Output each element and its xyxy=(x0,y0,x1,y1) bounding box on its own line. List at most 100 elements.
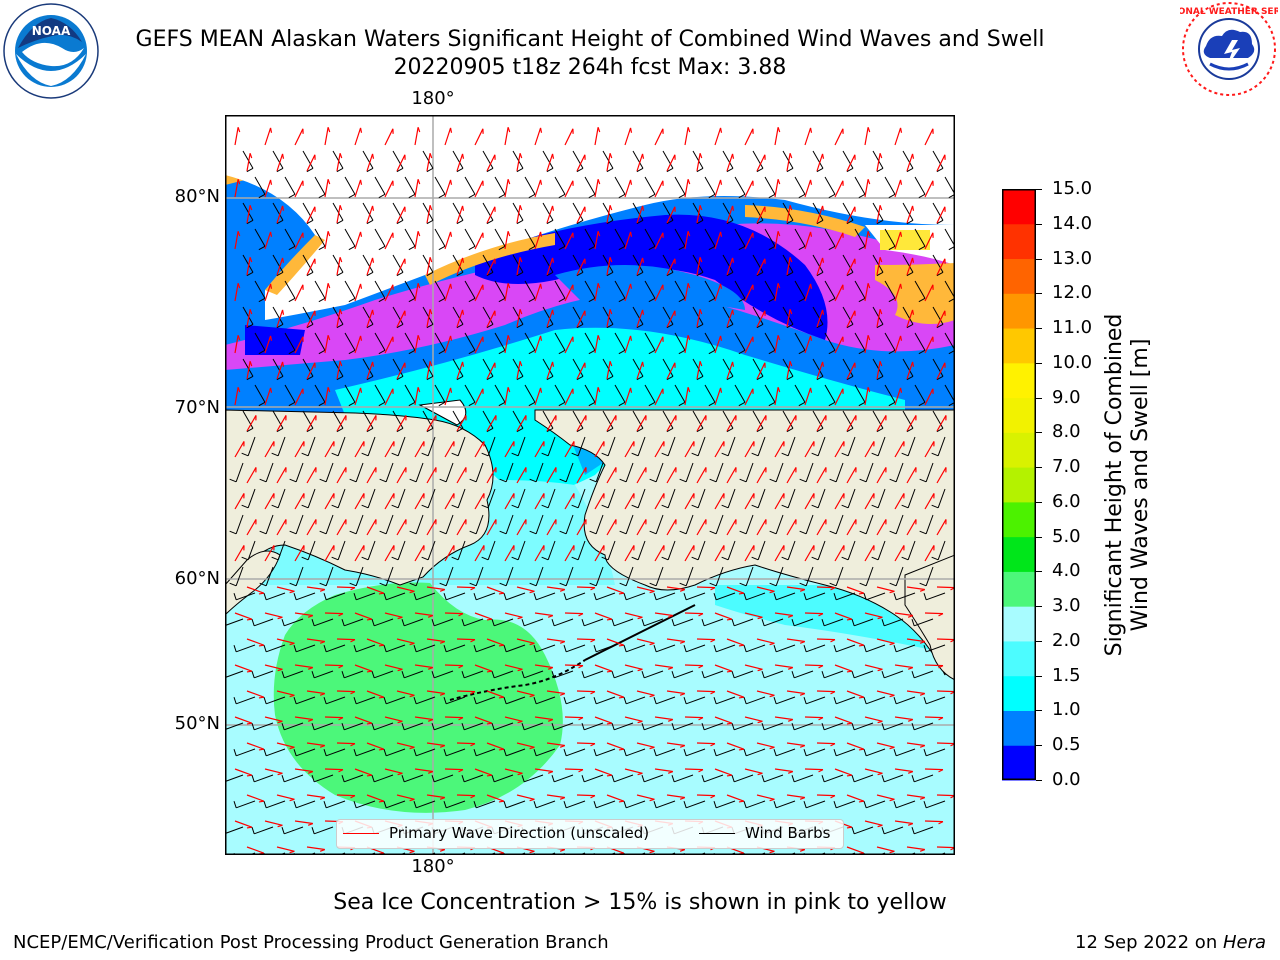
land-siberia-alaska xyxy=(225,409,494,586)
wind-barb xyxy=(236,748,256,757)
wind-barb-flag xyxy=(516,323,524,329)
wind-barb xyxy=(554,332,566,351)
wave-direction-arrow-head xyxy=(821,257,825,263)
wave-direction-arrow xyxy=(894,179,902,198)
wind-barb-flag xyxy=(799,530,807,535)
wind-barb xyxy=(404,228,416,247)
wave-direction-arrow-head xyxy=(449,387,453,393)
wind-barb xyxy=(686,644,706,653)
wind-barb-flag xyxy=(918,297,926,303)
wave-direction-arrow xyxy=(354,127,362,146)
wave-direction-arrow xyxy=(666,586,685,591)
wind-barb-flag xyxy=(498,245,506,251)
wind-barb xyxy=(644,618,664,627)
wind-barb xyxy=(337,488,346,508)
wind-barb xyxy=(674,332,686,351)
wave-direction-arrow xyxy=(696,742,716,745)
wave-direction-arrow-head xyxy=(507,387,511,393)
wave-direction-arrow xyxy=(756,690,775,696)
wave-direction-arrow xyxy=(384,232,394,250)
wind-barb-flag xyxy=(421,556,429,561)
wave-direction-arrow-head xyxy=(777,231,781,237)
wave-direction-arrow xyxy=(234,768,253,776)
wind-barb xyxy=(284,618,304,627)
alaska-peninsula xyxy=(584,604,696,661)
wave-direction-arrow xyxy=(426,257,431,276)
wave-direction-arrow-head xyxy=(911,205,915,211)
wind-barb xyxy=(284,176,296,195)
wave-direction-arrow-head xyxy=(327,387,331,393)
wind-barb-flag xyxy=(881,827,885,834)
wave-direction-arrow xyxy=(306,794,325,799)
wave-direction-arrow xyxy=(246,467,257,484)
wind-barb xyxy=(434,228,446,247)
wave-direction-arrow-head xyxy=(649,798,655,802)
wind-barb-flag xyxy=(606,375,614,381)
wind-barb-flag xyxy=(443,801,447,808)
wind-barb xyxy=(734,332,746,351)
wave-direction-arrow xyxy=(594,612,613,620)
wind-barb xyxy=(686,696,706,705)
wind-barb-flag xyxy=(618,245,626,251)
wave-direction-arrow xyxy=(636,309,644,328)
wind-barb xyxy=(902,410,914,429)
wave-direction-arrow xyxy=(606,742,625,750)
wave-direction-arrow xyxy=(714,664,733,672)
wave-direction-arrow xyxy=(516,415,527,432)
wave-direction-arrow-head xyxy=(867,231,871,237)
wind-barb xyxy=(824,176,836,195)
wind-barb-flag xyxy=(276,271,284,277)
wind-barb xyxy=(644,774,664,783)
wave-direction-arrow xyxy=(546,415,557,432)
wind-barb xyxy=(494,670,514,679)
wind-barb-flag xyxy=(768,297,776,303)
wave-direction-arrow-head xyxy=(769,694,775,698)
wave-direction-arrow-head xyxy=(461,309,465,315)
wind-barb xyxy=(397,488,406,508)
wind-barb-flag xyxy=(791,723,795,730)
wind-barb xyxy=(836,696,856,705)
wind-barb xyxy=(847,540,856,560)
wind-barb-flag xyxy=(846,271,854,277)
wind-barb xyxy=(925,566,934,586)
aleutian-islands xyxy=(449,659,586,701)
wave-direction-arrow xyxy=(606,415,617,432)
wind-barb-flag xyxy=(439,582,447,587)
wind-barb xyxy=(896,644,916,653)
wave-direction-arrow xyxy=(924,664,944,667)
wave-direction-arrow-head xyxy=(787,718,794,722)
wave-direction-arrow xyxy=(906,846,925,851)
wave-direction-arrow xyxy=(444,493,455,510)
wind-barb xyxy=(704,228,716,247)
wave-direction-arrow-head xyxy=(597,127,601,133)
wind-barb-flag xyxy=(401,671,405,678)
wave-direction-arrow-head xyxy=(687,335,691,341)
wind-barb xyxy=(422,254,434,273)
wave-direction-arrow xyxy=(786,519,797,536)
wave-direction-arrow xyxy=(594,283,599,302)
wind-barb xyxy=(787,540,796,560)
wave-direction-arrow-head xyxy=(649,850,655,854)
wave-direction-arrow xyxy=(696,794,716,797)
wind-barb xyxy=(926,800,946,809)
wave-direction-arrow xyxy=(696,638,716,641)
wind-barb-flag xyxy=(571,556,579,561)
wave-direction-arrow xyxy=(246,638,265,646)
wind-barb-flag xyxy=(241,452,249,457)
map-title: GEFS MEAN Alaskan Waters Significant Hei… xyxy=(135,27,1045,52)
wind-barb xyxy=(302,202,314,221)
wind-barb-flag xyxy=(701,619,705,626)
wind-barb-flag xyxy=(821,619,825,626)
wave-direction-arrow xyxy=(504,231,509,250)
wind-barb xyxy=(854,670,874,679)
wave-direction-arrow-head xyxy=(249,257,253,263)
wind-barb-flag xyxy=(641,775,645,782)
wind-barb xyxy=(535,514,544,534)
wave-direction-arrow xyxy=(354,231,362,250)
wind-barb xyxy=(884,228,896,247)
wave-direction-arrow xyxy=(534,231,542,250)
wave-direction-arrow xyxy=(636,638,655,644)
wave-direction-arrow xyxy=(486,742,505,750)
wind-barb-flag xyxy=(233,593,237,600)
wave-direction-arrow xyxy=(354,545,365,562)
